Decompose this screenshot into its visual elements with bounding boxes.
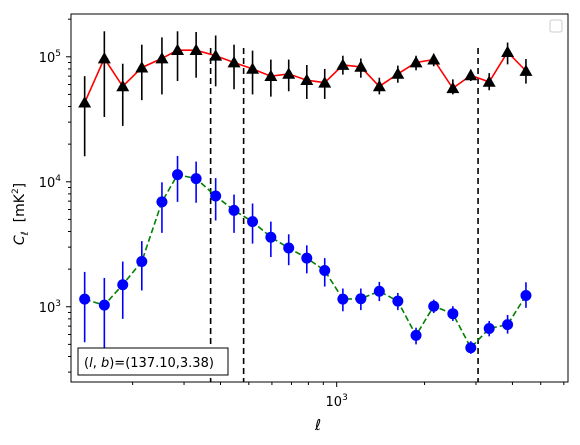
y-axis-label-symbol: C [12, 235, 28, 245]
series-2 [79, 155, 532, 354]
series-1-point-5 [155, 51, 169, 64]
series-2-point-13 [301, 252, 313, 264]
series-2-point-18 [392, 295, 404, 307]
annotation-box [77, 347, 229, 376]
y-axis-label-unit-close: ] [12, 183, 28, 188]
series-2-point-24 [502, 319, 514, 331]
series-2-point-12 [283, 242, 295, 254]
series-2-point-4 [136, 256, 148, 268]
series-1-point-25 [519, 64, 533, 76]
x-axis-label: ℓ [314, 416, 321, 434]
series-2-point-6 [172, 169, 184, 181]
vertical-reference-lines [209, 48, 479, 382]
annotation-text: (l, b)=(137.10,3.38) [84, 356, 214, 371]
svg-text:Cℓ [mK2]: Cℓ [mK2] [11, 183, 31, 245]
series-2-point-10 [247, 216, 259, 228]
series-1-point-15 [336, 58, 350, 70]
y-tick-label-1: 103 [39, 299, 61, 316]
series-1-point-24 [501, 45, 515, 57]
series-2-point-7 [190, 173, 202, 185]
x-axis-ticks: 103 [132, 382, 565, 410]
series-2-point-3 [117, 279, 129, 291]
legend-box [549, 19, 563, 33]
series-1-point-6 [171, 43, 185, 56]
series-1-point-22 [464, 68, 478, 81]
y-axis-ticks: 103 104 105 [39, 18, 71, 373]
series-1-point-7 [189, 43, 203, 56]
series-1-point-1 [78, 96, 92, 108]
series-1-point-14 [318, 76, 332, 88]
series-1-point-3 [116, 79, 130, 92]
series-2-point-11 [265, 231, 277, 243]
series-2-point-15 [337, 293, 349, 305]
y-axis-label: Cℓ [mK2] [11, 183, 31, 245]
y-axis-label-subscript: ℓ [20, 231, 31, 235]
series-2-point-8 [210, 190, 222, 202]
series-1-point-9 [227, 56, 241, 68]
series-2-point-17 [373, 285, 385, 297]
data-series-layer [78, 31, 533, 354]
series-1-point-17 [372, 79, 386, 92]
series-2-point-16 [355, 293, 367, 305]
series-2-point-19 [410, 329, 422, 341]
series-1-point-19 [409, 56, 423, 68]
series-1-point-13 [300, 73, 314, 86]
series-2-point-9 [228, 204, 240, 216]
y-tick-label-3: 105 [39, 49, 61, 66]
series-1-point-10 [246, 62, 260, 74]
series-1-point-2 [97, 51, 111, 64]
series-1-point-11 [264, 69, 278, 82]
series-2-point-21 [447, 308, 459, 320]
series-2-point-1 [79, 293, 91, 305]
series-2-point-2 [98, 299, 110, 311]
series-2-point-20 [428, 300, 440, 312]
series-1-point-4 [135, 61, 149, 73]
series-2-point-14 [319, 265, 331, 277]
y-axis-label-unit: [mK [12, 193, 28, 222]
series-1-point-16 [354, 60, 368, 72]
plot-area-frame [70, 13, 569, 383]
coordinate-annotation: (l, b)=(137.10,3.38) [77, 347, 229, 376]
series-2-point-5 [156, 196, 168, 208]
x-tick-label-1: 103 [326, 393, 348, 410]
series-1-point-18 [391, 67, 405, 79]
series-1-point-20 [427, 53, 441, 65]
y-axis-label-unit-exponent: 2 [11, 188, 21, 194]
series-2-point-23 [483, 322, 495, 334]
series-2-point-22 [465, 342, 477, 354]
series-1-point-12 [282, 67, 296, 79]
series-1 [78, 31, 533, 157]
series-1-point-23 [482, 75, 496, 87]
series-1-point-21 [446, 81, 460, 94]
legend [549, 19, 563, 33]
y-tick-label-2: 104 [39, 174, 62, 191]
series-2-point-25 [520, 290, 532, 302]
series-1-point-8 [209, 49, 223, 61]
